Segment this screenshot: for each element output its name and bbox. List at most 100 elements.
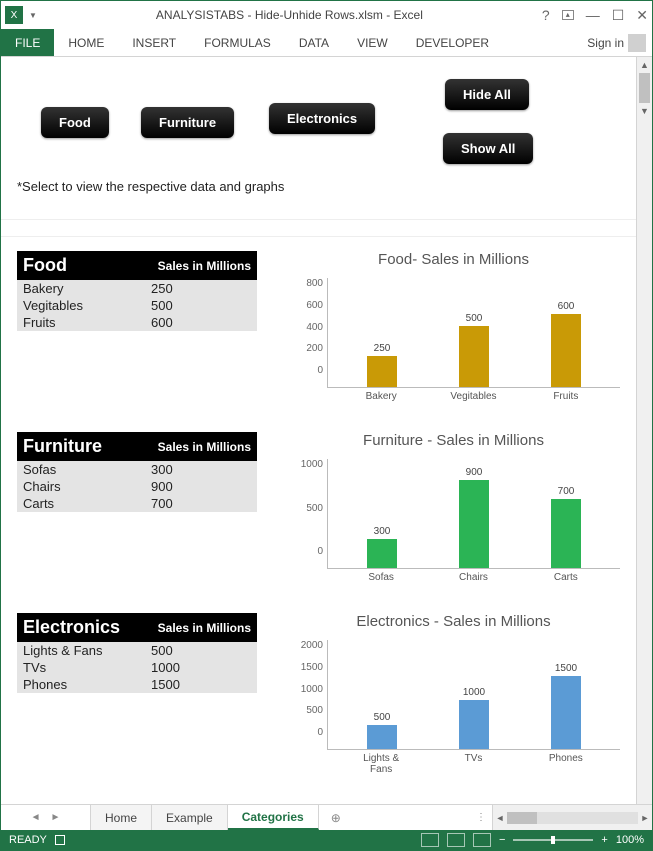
bar-value: 900 [466,467,483,478]
chart: Furniture - Sales in Millions 10005000 3… [287,432,620,583]
avatar-icon [628,34,646,52]
worksheet-area: Food Furniture Electronics Hide All Show… [1,57,636,804]
hscroll-left-icon[interactable]: ◄ [493,813,507,823]
food-button[interactable]: Food [41,107,109,138]
bar-rect [551,314,581,388]
row-value: 900 [145,478,257,495]
minimize-icon[interactable]: — [586,7,600,23]
x-label: Chairs [443,569,503,583]
ribbon-tab-developer[interactable]: DEVELOPER [402,29,503,56]
x-axis: BakeryVegitablesFruits [327,388,620,402]
qat-dropdown-icon[interactable]: ▼ [29,11,37,20]
maximize-icon[interactable]: ☐ [612,7,625,24]
vertical-scrollbar[interactable]: ▲ ▼ [636,57,652,804]
row-value: 600 [145,314,257,331]
x-label: Carts [536,569,596,583]
bar-value: 700 [558,486,575,497]
bar: 500 [444,313,504,387]
data-table: Electronics Sales in Millions Lights & F… [17,613,257,775]
table-row: TVs 1000 [17,659,257,676]
help-icon[interactable]: ? [542,7,550,23]
macro-record-icon[interactable] [55,835,65,845]
bar-rect [551,676,581,750]
table-header: Food Sales in Millions [17,251,257,280]
ribbon-tab-view[interactable]: VIEW [343,29,402,56]
bar-value: 600 [558,301,575,312]
sheet-tab-bar: ◄ ► HomeExampleCategories ⊕ ⋮ ◄ ► [1,804,652,830]
section-food: Food Sales in Millions Bakery 250 Vegita… [17,251,620,402]
table-row: Lights & Fans 500 [17,642,257,659]
ribbon-tab-file[interactable]: FILE [1,29,54,56]
ribbon-tab-home[interactable]: HOME [54,29,118,56]
table-row: Vegitables 500 [17,297,257,314]
bar-rect [367,356,397,387]
table-row: Fruits 600 [17,314,257,331]
bar: 300 [352,526,412,568]
bar-rect [367,539,397,568]
close-icon[interactable]: ✕ [636,7,648,24]
scroll-down-icon[interactable]: ▼ [637,103,652,119]
table-header: Furniture Sales in Millions [17,432,257,461]
zoom-in-icon[interactable]: + [601,834,607,846]
title-bar: X ▼ ANALYSISTABS - Hide-Unhide Rows.xlsm… [1,1,652,29]
bar: 600 [536,301,596,388]
hscroll-thumb[interactable] [507,812,537,824]
hscroll-grip[interactable]: ⋮ [470,805,492,830]
ribbon-tabs: FILE HOME INSERT FORMULAS DATA VIEW DEVE… [1,29,652,57]
sheet-tab-categories[interactable]: Categories [228,805,319,830]
category-name: Electronics [17,613,158,642]
table-row: Bakery 250 [17,280,257,297]
bar: 1500 [536,663,596,750]
bar: 700 [536,486,596,568]
chart: Electronics - Sales in Millions 20001500… [287,613,620,775]
add-sheet-button[interactable]: ⊕ [319,805,353,830]
scroll-thumb[interactable] [639,73,650,103]
view-layout-icon[interactable] [447,833,465,847]
zoom-slider[interactable] [513,839,593,841]
x-label: Sofas [351,569,411,583]
row-name: TVs [17,659,145,676]
bar: 1000 [444,687,504,749]
row-name: Carts [17,495,145,512]
ribbon-tab-data[interactable]: DATA [285,29,343,56]
table-row: Chairs 900 [17,478,257,495]
plot-area: 500 1000 1500 [327,640,620,750]
row-name: Sofas [17,461,145,478]
bar-rect [551,499,581,568]
column-header: Sales in Millions [158,432,257,461]
view-break-icon[interactable] [473,833,491,847]
hscroll-right-icon[interactable]: ► [638,813,652,823]
horizontal-scrollbar[interactable]: ◄ ► [492,805,652,830]
electronics-button[interactable]: Electronics [269,103,375,134]
zoom-level: 100% [616,834,644,846]
chart-title: Electronics - Sales in Millions [287,613,620,630]
sheet-next-icon[interactable]: ► [51,812,61,823]
window-title: ANALYSISTABS - Hide-Unhide Rows.xlsm - E… [37,8,542,22]
row-value: 250 [145,280,257,297]
ribbon-tab-formulas[interactable]: FORMULAS [190,29,285,56]
y-axis: 10005000 [287,459,327,569]
furniture-button[interactable]: Furniture [141,107,234,138]
status-ready: READY [9,834,47,846]
ribbon-tab-insert[interactable]: INSERT [118,29,190,56]
x-label: Lights & Fans [351,750,411,775]
bar-value: 1500 [555,663,577,674]
sheet-tab-home[interactable]: Home [91,805,152,830]
excel-icon: X [5,6,23,24]
x-axis: Lights & FansTVsPhones [327,750,620,775]
row-name: Chairs [17,478,145,495]
view-normal-icon[interactable] [421,833,439,847]
zoom-out-icon[interactable]: − [499,834,505,846]
sheet-tab-example[interactable]: Example [152,805,228,830]
bar-value: 250 [374,343,391,354]
sheet-nav[interactable]: ◄ ► [1,805,91,830]
ribbon-options-icon[interactable]: ▴ [562,10,574,20]
show-all-button[interactable]: Show All [443,133,533,164]
x-label: Phones [536,750,596,775]
sign-in[interactable]: Sign in [581,29,652,56]
section-electronics: Electronics Sales in Millions Lights & F… [17,613,620,775]
row-name: Bakery [17,280,145,297]
hide-all-button[interactable]: Hide All [445,79,529,110]
sheet-prev-icon[interactable]: ◄ [31,812,41,823]
scroll-up-icon[interactable]: ▲ [637,57,652,73]
